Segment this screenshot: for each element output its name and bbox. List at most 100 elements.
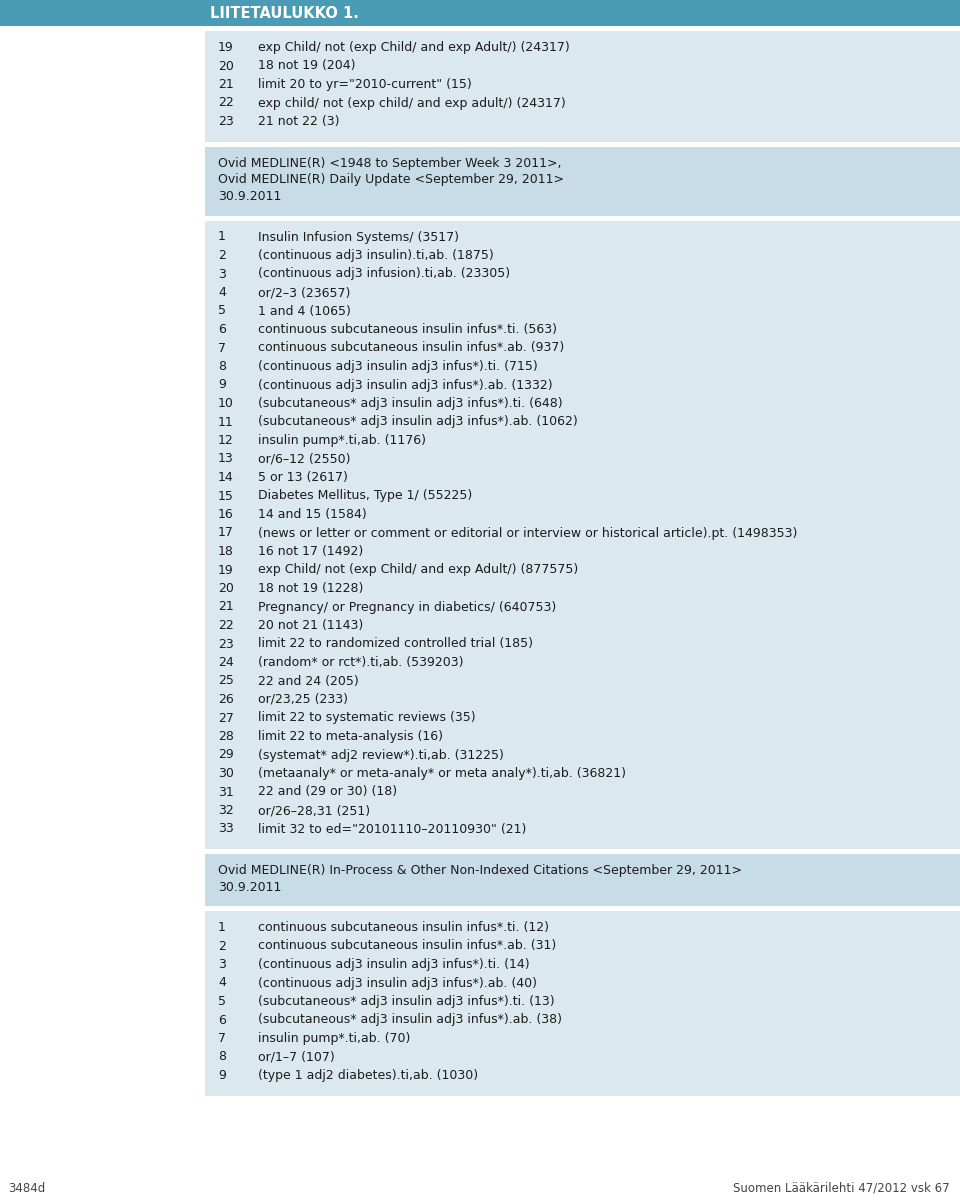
Text: 3: 3 [218, 958, 226, 971]
Text: Diabetes Mellitus, Type 1/ (55225): Diabetes Mellitus, Type 1/ (55225) [258, 490, 472, 503]
Text: (continuous adj3 insulin).ti,ab. (1875): (continuous adj3 insulin).ti,ab. (1875) [258, 249, 493, 262]
Text: 21 not 22 (3): 21 not 22 (3) [258, 115, 340, 128]
Text: Ovid MEDLINE(R) Daily Update <September 29, 2011>: Ovid MEDLINE(R) Daily Update <September … [218, 173, 564, 186]
Text: (subcutaneous* adj3 insulin adj3 infus*).ti. (13): (subcutaneous* adj3 insulin adj3 infus*)… [258, 995, 555, 1008]
Bar [205, 31, 960, 142]
Text: or/2–3 (23657): or/2–3 (23657) [258, 286, 350, 300]
Text: 29: 29 [218, 748, 233, 761]
Text: 20: 20 [218, 59, 234, 72]
Text: 15: 15 [218, 490, 234, 503]
Text: 5: 5 [218, 304, 226, 318]
Text: or/26–28,31 (251): or/26–28,31 (251) [258, 804, 371, 817]
Text: (continuous adj3 infusion).ti,ab. (23305): (continuous adj3 infusion).ti,ab. (23305… [258, 267, 510, 280]
Text: (random* or rct*).ti,ab. (539203): (random* or rct*).ti,ab. (539203) [258, 656, 464, 669]
Text: 23: 23 [218, 115, 233, 128]
Text: limit 22 to randomized controlled trial (185): limit 22 to randomized controlled trial … [258, 638, 533, 651]
Text: Ovid MEDLINE(R) <1948 to September Week 3 2011>,: Ovid MEDLINE(R) <1948 to September Week … [218, 156, 562, 170]
Text: (news or letter or comment or editorial or interview or historical article).pt. : (news or letter or comment or editorial … [258, 527, 798, 539]
Text: limit 22 to meta-analysis (16): limit 22 to meta-analysis (16) [258, 730, 443, 743]
Text: 14: 14 [218, 472, 233, 484]
Text: 22 and 24 (205): 22 and 24 (205) [258, 675, 359, 687]
Text: 1: 1 [218, 921, 226, 934]
Text: limit 20 to yr="2010-current" (15): limit 20 to yr="2010-current" (15) [258, 78, 471, 91]
Text: 3484d: 3484d [8, 1181, 45, 1195]
Text: 30: 30 [218, 768, 234, 780]
Bar [205, 147, 960, 215]
Text: (continuous adj3 insulin adj3 infus*).ti. (715): (continuous adj3 insulin adj3 infus*).ti… [258, 360, 538, 373]
Text: continuous subcutaneous insulin infus*.ti. (12): continuous subcutaneous insulin infus*.t… [258, 921, 549, 934]
Text: LIITETAULUKKO 1.: LIITETAULUKKO 1. [210, 6, 359, 20]
Text: 20 not 21 (1143): 20 not 21 (1143) [258, 620, 363, 632]
Text: 4: 4 [218, 286, 226, 300]
Text: 9: 9 [218, 1069, 226, 1081]
Text: 2: 2 [218, 249, 226, 262]
Text: 18: 18 [218, 545, 234, 558]
Text: 1: 1 [218, 231, 226, 243]
Text: (metaanaly* or meta-analy* or meta analy*).ti,ab. (36821): (metaanaly* or meta-analy* or meta analy… [258, 768, 626, 780]
Text: (continuous adj3 insulin adj3 infus*).ti. (14): (continuous adj3 insulin adj3 infus*).ti… [258, 958, 530, 971]
Text: 5 or 13 (2617): 5 or 13 (2617) [258, 472, 348, 484]
Text: 8: 8 [218, 360, 226, 373]
Text: limit 22 to systematic reviews (35): limit 22 to systematic reviews (35) [258, 711, 475, 724]
Text: 19: 19 [218, 41, 233, 54]
Text: (systemat* adj2 review*).ti,ab. (31225): (systemat* adj2 review*).ti,ab. (31225) [258, 748, 504, 761]
Text: 13: 13 [218, 452, 233, 466]
Text: 22: 22 [218, 96, 233, 109]
Bar [205, 854, 960, 906]
Text: or/23,25 (233): or/23,25 (233) [258, 693, 348, 706]
Text: Suomen Lääkärilehti 47/2012 vsk 67: Suomen Lääkärilehti 47/2012 vsk 67 [733, 1181, 950, 1195]
Text: 32: 32 [218, 804, 233, 817]
Text: continuous subcutaneous insulin infus*.ab. (31): continuous subcutaneous insulin infus*.a… [258, 940, 556, 953]
Text: (subcutaneous* adj3 insulin adj3 infus*).ab. (1062): (subcutaneous* adj3 insulin adj3 infus*)… [258, 415, 578, 428]
Text: 9: 9 [218, 379, 226, 391]
Text: 7: 7 [218, 342, 226, 355]
Text: 28: 28 [218, 730, 234, 743]
Text: (continuous adj3 insulin adj3 infus*).ab. (40): (continuous adj3 insulin adj3 infus*).ab… [258, 977, 537, 990]
Text: continuous subcutaneous insulin infus*.ti. (563): continuous subcutaneous insulin infus*.t… [258, 322, 557, 336]
Text: 31: 31 [218, 786, 233, 799]
Text: 4: 4 [218, 977, 226, 990]
Text: 14 and 15 (1584): 14 and 15 (1584) [258, 508, 367, 521]
Text: (subcutaneous* adj3 insulin adj3 infus*).ti. (648): (subcutaneous* adj3 insulin adj3 infus*)… [258, 397, 563, 410]
Text: 27: 27 [218, 711, 234, 724]
Text: 23: 23 [218, 638, 233, 651]
Text: 20: 20 [218, 582, 234, 595]
Bar [0, 0, 960, 26]
Text: limit 32 to ed="20101110–20110930" (21): limit 32 to ed="20101110–20110930" (21) [258, 823, 526, 836]
Text: 7: 7 [218, 1032, 226, 1045]
Text: 25: 25 [218, 675, 234, 687]
Text: or/1–7 (107): or/1–7 (107) [258, 1050, 335, 1063]
Text: 8: 8 [218, 1050, 226, 1063]
Text: (type 1 adj2 diabetes).ti,ab. (1030): (type 1 adj2 diabetes).ti,ab. (1030) [258, 1069, 478, 1081]
Text: (subcutaneous* adj3 insulin adj3 infus*).ab. (38): (subcutaneous* adj3 insulin adj3 infus*)… [258, 1013, 562, 1026]
Text: 30.9.2011: 30.9.2011 [218, 881, 281, 894]
Text: or/6–12 (2550): or/6–12 (2550) [258, 452, 350, 466]
Text: insulin pump*.ti,ab. (70): insulin pump*.ti,ab. (70) [258, 1032, 410, 1045]
Text: 5: 5 [218, 995, 226, 1008]
Text: 6: 6 [218, 1013, 226, 1026]
Text: exp Child/ not (exp Child/ and exp Adult/) (24317): exp Child/ not (exp Child/ and exp Adult… [258, 41, 569, 54]
Bar [205, 911, 960, 1096]
Text: 1 and 4 (1065): 1 and 4 (1065) [258, 304, 350, 318]
Text: 16 not 17 (1492): 16 not 17 (1492) [258, 545, 363, 558]
Text: 21: 21 [218, 600, 233, 614]
Text: 19: 19 [218, 563, 233, 576]
Text: 3: 3 [218, 267, 226, 280]
Text: 12: 12 [218, 434, 233, 448]
Text: continuous subcutaneous insulin infus*.ab. (937): continuous subcutaneous insulin infus*.a… [258, 342, 564, 355]
Text: exp child/ not (exp child/ and exp adult/) (24317): exp child/ not (exp child/ and exp adult… [258, 96, 565, 109]
Text: Pregnancy/ or Pregnancy in diabetics/ (640753): Pregnancy/ or Pregnancy in diabetics/ (6… [258, 600, 556, 614]
Text: 17: 17 [218, 527, 234, 539]
Text: 18 not 19 (204): 18 not 19 (204) [258, 59, 355, 72]
Text: Ovid MEDLINE(R) In-Process & Other Non-Indexed Citations <September 29, 2011>: Ovid MEDLINE(R) In-Process & Other Non-I… [218, 864, 742, 877]
Text: 22 and (29 or 30) (18): 22 and (29 or 30) (18) [258, 786, 397, 799]
Text: (continuous adj3 insulin adj3 infus*).ab. (1332): (continuous adj3 insulin adj3 infus*).ab… [258, 379, 553, 391]
Text: 11: 11 [218, 415, 233, 428]
Text: insulin pump*.ti,ab. (1176): insulin pump*.ti,ab. (1176) [258, 434, 426, 448]
Text: 33: 33 [218, 823, 233, 836]
Text: exp Child/ not (exp Child/ and exp Adult/) (877575): exp Child/ not (exp Child/ and exp Adult… [258, 563, 578, 576]
Text: 18 not 19 (1228): 18 not 19 (1228) [258, 582, 364, 595]
Text: 26: 26 [218, 693, 233, 706]
Text: 21: 21 [218, 78, 233, 91]
Text: 22: 22 [218, 620, 233, 632]
